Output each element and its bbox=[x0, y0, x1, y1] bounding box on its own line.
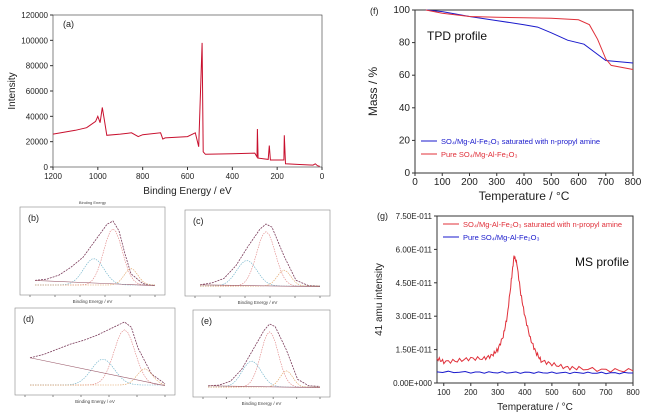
x-tick-label: 300 bbox=[491, 388, 505, 397]
y-tick-label: 40000 bbox=[26, 112, 49, 121]
y-tick-label: 60 bbox=[399, 70, 411, 81]
x-tick-label: 500 bbox=[543, 177, 560, 188]
panel-label: (b) bbox=[28, 213, 39, 223]
panel-label: (f) bbox=[370, 6, 379, 16]
series-line-1 bbox=[436, 255, 634, 373]
x-tick-label: 400 bbox=[518, 388, 532, 397]
y-axis-label: 41 amu intensity bbox=[374, 263, 385, 336]
x-axis-label: Binding Energy / eV bbox=[238, 300, 278, 305]
y-tick-label: 20 bbox=[399, 135, 411, 146]
x-tick-label: 800 bbox=[136, 172, 150, 181]
x-tick-label: 1200 bbox=[44, 172, 62, 181]
component-peak-3 bbox=[30, 368, 166, 386]
component-peak-1 bbox=[208, 331, 320, 388]
y-tick-label: 3.00E-011 bbox=[396, 312, 433, 321]
x-tick-label: 500 bbox=[545, 388, 559, 397]
envelope-curve bbox=[29, 321, 166, 385]
y-tick-label: 6.00E-011 bbox=[396, 245, 433, 254]
x-tick-label: 200 bbox=[270, 172, 284, 181]
plot-frame bbox=[436, 215, 634, 384]
x-tick-label: 700 bbox=[599, 388, 613, 397]
panel-label: (a) bbox=[63, 19, 74, 29]
series-line-2 bbox=[436, 370, 633, 375]
component-peak-2 bbox=[200, 260, 320, 287]
component-peak-2 bbox=[30, 358, 165, 386]
x-tick-label: 0 bbox=[412, 177, 418, 188]
x-axis-label: Binding Energy / eV bbox=[73, 299, 113, 304]
component-peak-1 bbox=[35, 228, 155, 286]
x-tick-label: 400 bbox=[516, 177, 533, 188]
y-tick-label: 0 bbox=[44, 163, 49, 172]
envelope-curve bbox=[199, 223, 321, 287]
x-tick-label: 600 bbox=[570, 177, 587, 188]
x-tick-label: 1000 bbox=[89, 172, 107, 181]
y-tick-label: 60000 bbox=[26, 87, 49, 96]
component-peak-3 bbox=[208, 370, 320, 388]
panel-label: (g) bbox=[377, 211, 388, 221]
x-tick-label: 800 bbox=[626, 388, 640, 397]
y-tick-label: 40 bbox=[399, 103, 411, 114]
x-axis-label: Binding Energy / eV bbox=[75, 399, 115, 404]
baseline bbox=[29, 357, 166, 386]
series-line-2 bbox=[425, 9, 634, 70]
y-tick-label: 80000 bbox=[26, 62, 49, 71]
y-tick-label: 0.00E+000 bbox=[393, 379, 432, 388]
panel-label: (d) bbox=[23, 314, 34, 324]
x-tick-label: 300 bbox=[488, 177, 505, 188]
panel-label: (e) bbox=[201, 316, 212, 326]
chart-title: Binding Energy bbox=[79, 200, 106, 205]
x-tick-label: 100 bbox=[434, 177, 451, 188]
plot-frame bbox=[52, 14, 323, 168]
panel-label: (c) bbox=[193, 216, 204, 226]
y-tick-label: 120000 bbox=[21, 11, 48, 20]
component-peak-1 bbox=[30, 329, 166, 386]
x-tick-label: 200 bbox=[464, 388, 478, 397]
x-axis-label: Temperature / °C bbox=[497, 402, 573, 413]
x-tick-label: 0 bbox=[320, 172, 325, 181]
component-peak-3 bbox=[200, 269, 320, 287]
y-tick-label: 0 bbox=[404, 168, 410, 179]
legend-entry: Pure SO₄/Mg-Al-Fe₂O₃ bbox=[463, 233, 540, 242]
y-tick-label: 100000 bbox=[21, 36, 48, 45]
x-axis-label: Temperature / °C bbox=[479, 189, 570, 203]
x-axis-label: Binding Energy / eV bbox=[242, 401, 282, 406]
x-axis-label: Binding Energy / eV bbox=[143, 186, 232, 197]
x-tick-label: 400 bbox=[226, 172, 240, 181]
baseline bbox=[207, 385, 321, 388]
y-axis-label: Mass / % bbox=[366, 67, 380, 117]
x-tick-label: 200 bbox=[461, 177, 478, 188]
plot-frame bbox=[192, 309, 331, 398]
component-peak-2 bbox=[208, 360, 320, 388]
x-tick-label: 600 bbox=[181, 172, 195, 181]
x-tick-label: 100 bbox=[437, 388, 451, 397]
plot-frame bbox=[14, 307, 176, 396]
component-peak-3 bbox=[35, 268, 156, 286]
x-tick-label: 600 bbox=[572, 388, 586, 397]
legend-entry: SO₄/Mg-Al-Fe₂O₃ saturated with n-propyl … bbox=[441, 137, 600, 146]
y-tick-label: 80 bbox=[399, 38, 411, 49]
legend-entry: Pure SO₄/Mg-Al-Fe₂O₃ bbox=[441, 150, 518, 159]
y-tick-label: 1.50E-011 bbox=[396, 346, 433, 355]
baseline bbox=[34, 280, 156, 286]
x-tick-label: 700 bbox=[597, 177, 614, 188]
plot-frame bbox=[184, 209, 331, 297]
y-tick-label: 7.50E-011 bbox=[396, 212, 433, 221]
envelope-curve bbox=[34, 220, 156, 287]
baseline bbox=[199, 284, 321, 288]
legend-entry: SO₄/Mg-Al-Fe₂O₃ saturated with n-propyl … bbox=[463, 220, 622, 229]
y-tick-label: 20000 bbox=[26, 138, 49, 147]
y-axis-label: Intensity bbox=[7, 72, 18, 109]
envelope-curve bbox=[207, 323, 321, 387]
y-tick-label: 100 bbox=[393, 5, 410, 16]
series-line-1 bbox=[52, 42, 320, 167]
component-peak-1 bbox=[200, 231, 320, 287]
annotation: TPD profile bbox=[427, 29, 487, 43]
annotation: MS profile bbox=[575, 255, 629, 269]
plot-frame bbox=[19, 206, 166, 296]
x-tick-label: 800 bbox=[625, 177, 642, 188]
y-tick-label: 4.50E-011 bbox=[396, 279, 433, 288]
